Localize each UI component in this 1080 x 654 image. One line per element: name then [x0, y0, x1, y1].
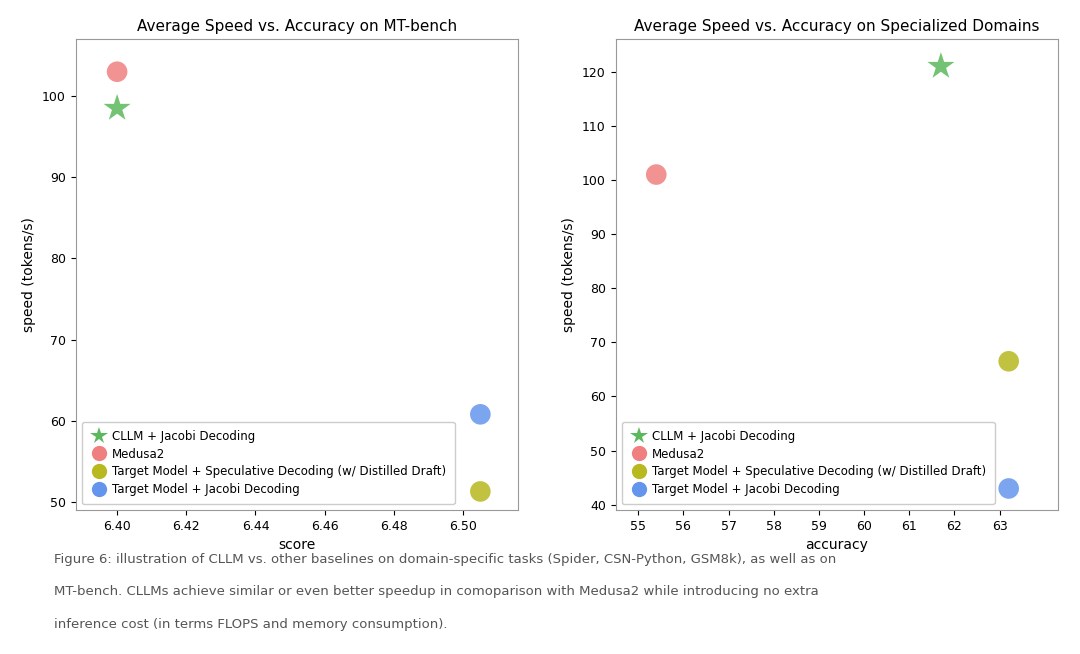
X-axis label: score: score [279, 538, 315, 553]
X-axis label: accuracy: accuracy [806, 538, 868, 553]
Text: Figure 6: illustration of CLLM vs. other baselines on domain-specific tasks (Spi: Figure 6: illustration of CLLM vs. other… [54, 553, 836, 566]
Legend: CLLM + Jacobi Decoding, Medusa2, Target Model + Speculative Decoding (w/ Distill: CLLM + Jacobi Decoding, Medusa2, Target … [621, 422, 995, 504]
Title: Average Speed vs. Accuracy on MT-bench: Average Speed vs. Accuracy on MT-bench [137, 19, 457, 34]
Y-axis label: speed (tokens/s): speed (tokens/s) [563, 217, 577, 332]
Point [648, 169, 665, 180]
Y-axis label: speed (tokens/s): speed (tokens/s) [23, 217, 37, 332]
Text: inference cost (in terms FLOPS and memory consumption).: inference cost (in terms FLOPS and memor… [54, 618, 447, 631]
Point [472, 486, 489, 496]
Point [1000, 483, 1017, 494]
Point [108, 67, 125, 77]
Point [472, 409, 489, 420]
Point [1000, 356, 1017, 366]
Legend: CLLM + Jacobi Decoding, Medusa2, Target Model + Speculative Decoding (w/ Distill: CLLM + Jacobi Decoding, Medusa2, Target … [81, 422, 455, 504]
Text: MT-bench. CLLMs achieve similar or even better speedup in comoparison with Medus: MT-bench. CLLMs achieve similar or even … [54, 585, 819, 598]
Point [108, 103, 125, 114]
Title: Average Speed vs. Accuracy on Specialized Domains: Average Speed vs. Accuracy on Specialize… [634, 19, 1040, 34]
Point [932, 61, 949, 71]
